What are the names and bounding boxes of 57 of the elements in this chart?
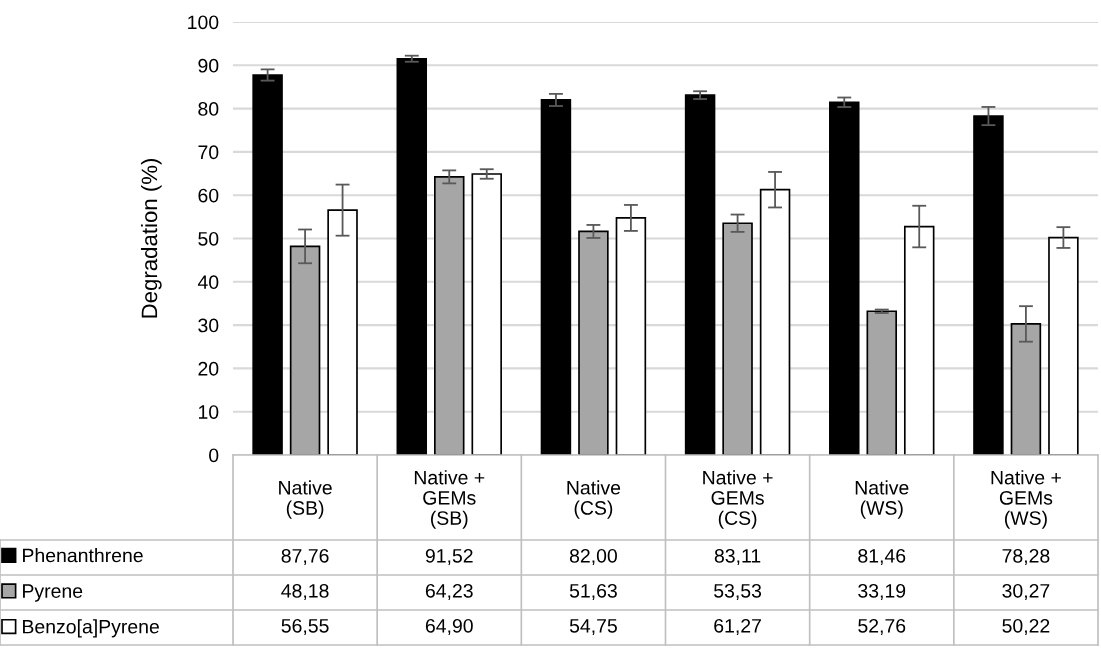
y-tick-label: 80 [198, 102, 219, 116]
data-label: 48,18 [281, 583, 329, 601]
x-tick-label: Native (WS) [855, 480, 909, 519]
bar [540, 99, 572, 455]
data-label: 56,55 [281, 618, 329, 636]
bar [829, 101, 860, 455]
bar [903, 225, 935, 455]
bar [1048, 236, 1079, 455]
y-tick-label: 70 [198, 145, 219, 160]
data-label: 33,19 [858, 583, 906, 601]
y-tick-label: 90 [198, 58, 219, 73]
y-tick-label: 60 [198, 188, 219, 203]
x-tick-label: Native + GEMs (CS) [703, 470, 773, 529]
data-label: 61,27 [714, 618, 761, 636]
x-tick-label: Native + GEMs (SB) [414, 470, 485, 529]
bar [973, 115, 1004, 455]
data-label: 53,53 [714, 583, 762, 601]
y-tick-label: 0 [209, 448, 219, 463]
data-label: 50,22 [1002, 618, 1050, 636]
bar [396, 57, 428, 455]
y-tick-label: 100 [188, 15, 219, 30]
x-tick-label: Native + GEMs (WS) [991, 470, 1061, 529]
data-label: 64,90 [425, 618, 473, 636]
y-tick-label: 20 [198, 361, 219, 376]
data-label: 78,28 [1002, 548, 1050, 566]
data-label: 87,76 [281, 548, 329, 566]
y-tick-label: 30 [198, 318, 219, 333]
y-tick-label: 10 [198, 405, 219, 419]
data-label: 91,52 [425, 548, 473, 566]
x-tick-label: Native (CS) [567, 480, 621, 519]
bar [615, 217, 647, 455]
data-label: 81,46 [858, 548, 906, 566]
data-label: 82,00 [569, 548, 617, 566]
bar [866, 310, 898, 455]
bar [471, 173, 502, 455]
bar [684, 94, 716, 455]
bar [327, 209, 358, 455]
bar [722, 222, 753, 455]
y-tick-label: 40 [197, 275, 219, 290]
bar [578, 230, 609, 455]
data-label: 54,75 [569, 619, 617, 636]
y-axis-title: Degradation (%) [140, 158, 162, 318]
bar [759, 188, 791, 455]
y-tick-label: 50 [198, 231, 219, 246]
legend-label: Phenanthrene [23, 548, 143, 563]
data-label: 52,76 [858, 618, 906, 636]
data-label: 30,27 [1002, 583, 1050, 601]
bar [252, 74, 283, 455]
bar [433, 176, 465, 455]
legend-label: Pyrene [23, 584, 83, 602]
bar [1010, 323, 1042, 455]
data-label: 51,63 [569, 583, 617, 601]
data-label: 64,23 [425, 583, 473, 601]
legend-label: Benzo[a]Pyrene [23, 619, 159, 638]
x-tick-label: Native (SB) [279, 480, 332, 519]
data-label: 83,11 [714, 548, 761, 566]
bar [289, 245, 321, 455]
